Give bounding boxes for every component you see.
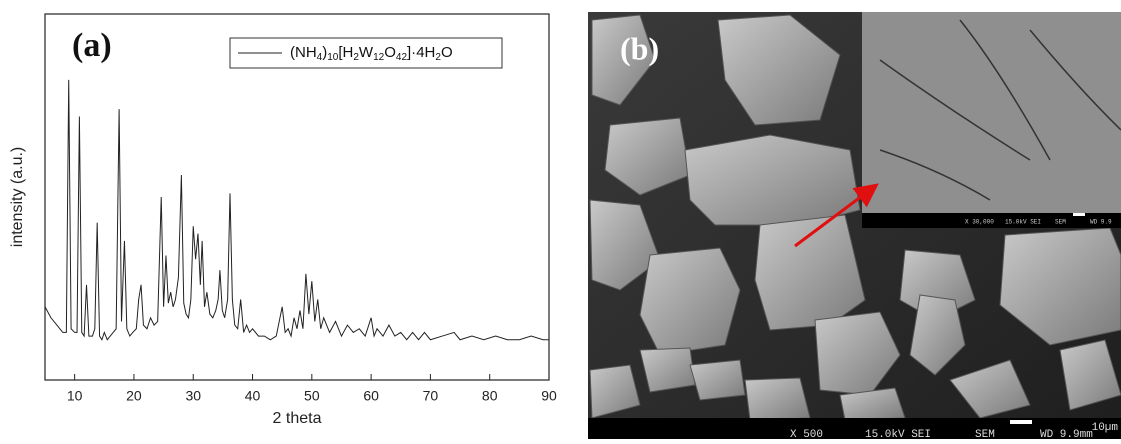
y-axis-label: intensity (a.u.) xyxy=(9,147,26,247)
legend-label: (NH4)10[H2W12O42]·4H2O xyxy=(290,44,453,63)
inset-info: X 30,000 xyxy=(965,219,994,226)
sem-image: X 30,000 15.0kV SEI SEM WD 9.9 10µm X 50… xyxy=(588,12,1121,439)
x-tick-label: 40 xyxy=(245,388,261,404)
x-tick-label: 90 xyxy=(541,388,557,404)
inset-info: WD 9.9 xyxy=(1090,219,1112,226)
inset-info: SEM xyxy=(1055,219,1066,226)
x-tick-label: 10 xyxy=(67,388,83,404)
x-tick-label: 50 xyxy=(304,388,320,404)
inset-image xyxy=(862,12,1121,215)
x-tick-label: 20 xyxy=(126,388,142,404)
x-tick-label: 60 xyxy=(363,388,379,404)
scale-label: 10µm xyxy=(1092,422,1119,434)
x-axis-label: 2 theta xyxy=(273,410,322,427)
xrd-line xyxy=(45,80,549,340)
panel-label: (a) xyxy=(72,27,112,64)
panel-label: (b) xyxy=(620,30,659,66)
scale-bar xyxy=(1010,420,1032,424)
info-text: WD 9.9mm xyxy=(1040,429,1093,439)
info-text: SEM xyxy=(975,429,995,439)
info-text: X 500 xyxy=(790,429,823,439)
x-tick-label: 70 xyxy=(423,388,439,404)
inset-scale-bar xyxy=(1073,213,1085,216)
figure: X 30,000 15.0kV SEI SEM WD 9.9 10µm X 50… xyxy=(0,0,1121,439)
inset-info: 15.0kV SEI xyxy=(1005,219,1041,226)
x-tick-label: 30 xyxy=(185,388,201,404)
info-text: 15.0kV SEI xyxy=(865,429,931,439)
x-tick-label: 80 xyxy=(482,388,498,404)
